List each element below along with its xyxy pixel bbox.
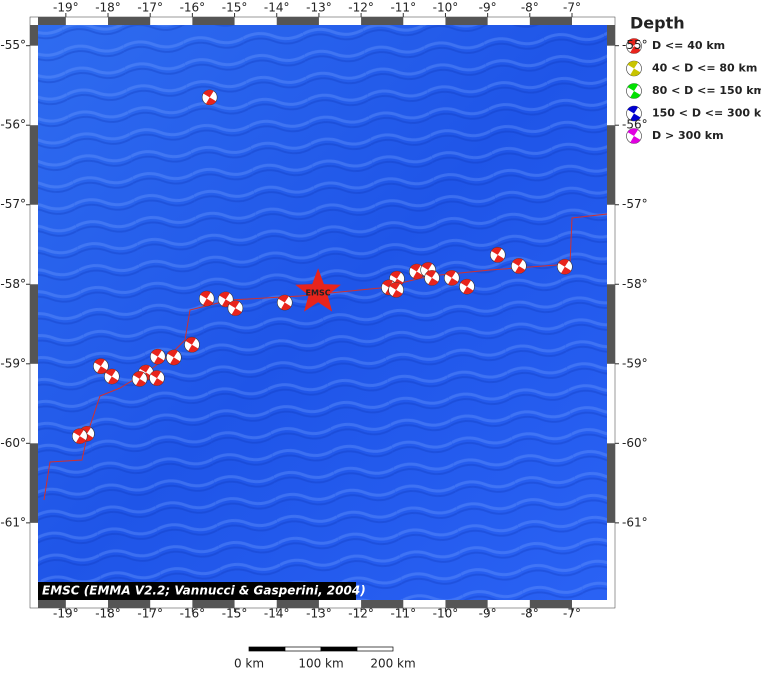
- bathymetry-texture: [38, 25, 607, 600]
- x-tick-label: -14°: [264, 1, 290, 15]
- x-tick-label: -8°: [521, 607, 539, 621]
- frame-stripe: [30, 443, 38, 523]
- x-tick-label: -18°: [95, 607, 121, 621]
- frame-stripe: [30, 284, 38, 364]
- x-tick-label: -17°: [137, 1, 163, 15]
- frame-stripe: [361, 17, 403, 25]
- scale-segment: [357, 647, 393, 651]
- y-tick-label: -56°: [0, 118, 26, 132]
- x-tick-label: -10°: [433, 607, 459, 621]
- scale-label: 200 km: [370, 657, 415, 670]
- scale-segment: [249, 647, 285, 651]
- scale-bar: 0 km 100 km 200 km: [234, 647, 416, 669]
- frame-stripe: [445, 17, 487, 25]
- y-tick-label: -57°: [0, 197, 26, 211]
- x-tick-label: -12°: [348, 1, 374, 15]
- x-tick-label: -19°: [53, 607, 79, 621]
- y-tick-label: -60°: [0, 436, 26, 450]
- legend-label: 40 < D <= 80 km: [652, 62, 757, 75]
- y-tick-label: -56°: [622, 118, 648, 132]
- y-tick-label: -61°: [0, 515, 26, 529]
- x-tick-label: -13°: [306, 1, 332, 15]
- frame-stripe: [530, 17, 572, 25]
- x-tick-label: -17°: [137, 607, 163, 621]
- x-tick-label: -16°: [180, 607, 206, 621]
- y-tick-label: -58°: [622, 277, 648, 291]
- frame-stripe: [30, 125, 38, 205]
- epicenter-label: EMSC: [306, 289, 331, 298]
- x-tick-label: -9°: [479, 607, 497, 621]
- x-tick-label: -15°: [222, 1, 248, 15]
- x-tick-label: -7°: [563, 607, 581, 621]
- y-tick-label: -60°: [622, 436, 648, 450]
- x-tick-label: -15°: [222, 607, 248, 621]
- frame-stripe: [607, 25, 615, 46]
- x-tick-label: -7°: [563, 1, 581, 15]
- scale-segment: [321, 647, 357, 651]
- scale-segment: [285, 647, 321, 651]
- y-tick-label: -59°: [0, 356, 26, 370]
- x-tick-label: -10°: [433, 1, 459, 15]
- x-tick-label: -16°: [180, 1, 206, 15]
- frame-stripe: [192, 17, 234, 25]
- legend-label: 80 < D <= 150 km: [652, 84, 761, 97]
- frame-stripe: [30, 25, 38, 46]
- frame-stripe: [277, 17, 319, 25]
- x-tick-label: -18°: [95, 1, 121, 15]
- y-tick-label: -57°: [622, 197, 648, 211]
- frame-stripe: [607, 284, 615, 364]
- y-tick-label: -59°: [622, 356, 648, 370]
- y-tick-label: -55°: [622, 38, 648, 52]
- x-tick-label: -13°: [306, 607, 332, 621]
- frame-stripe: [108, 17, 150, 25]
- legend-label: 150 < D <= 300 km: [652, 107, 761, 120]
- y-tick-label: -55°: [0, 38, 26, 52]
- legend-title: Depth: [630, 14, 685, 33]
- x-tick-label: -12°: [348, 607, 374, 621]
- x-tick-label: -11°: [390, 1, 416, 15]
- frame-stripe: [607, 443, 615, 523]
- y-tick-label: -61°: [622, 515, 648, 529]
- legend-label: D > 300 km: [652, 129, 724, 142]
- y-tick-label: -58°: [0, 277, 26, 291]
- x-tick-label: -11°: [390, 607, 416, 621]
- legend-label: D <= 40 km: [652, 39, 725, 52]
- frame-stripe: [38, 17, 66, 25]
- x-tick-label: -8°: [521, 1, 539, 15]
- scale-label: 100 km: [298, 657, 343, 670]
- x-tick-label: -9°: [479, 1, 497, 15]
- scale-label: 0 km: [234, 657, 264, 670]
- frame-stripe: [607, 125, 615, 205]
- x-tick-label: -19°: [53, 1, 79, 15]
- credit: EMSC (EMMA V2.2; Vannucci & Gasperini, 2…: [42, 584, 366, 598]
- x-tick-label: -14°: [264, 607, 290, 621]
